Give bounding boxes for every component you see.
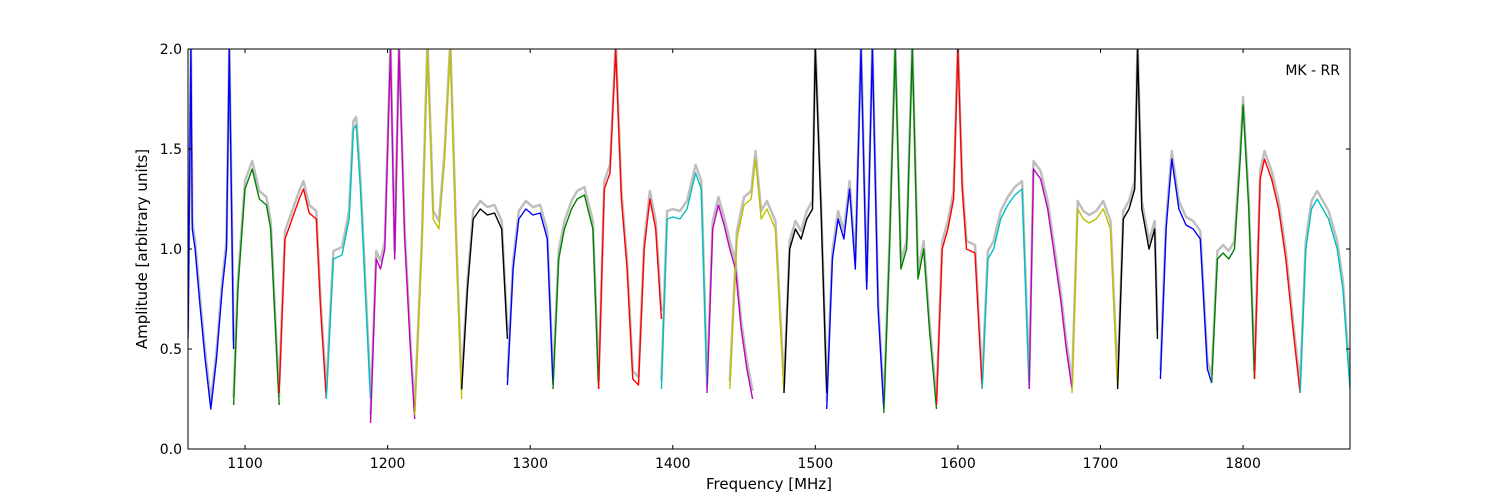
series-line-12 [706,204,754,400]
x-tick-label: 1200 [370,456,406,472]
background-series-line [1253,149,1302,386]
series-line-24 [1253,158,1301,394]
background-series-line [506,199,555,378]
x-tick-label: 1800 [1225,456,1261,472]
series-line-6 [414,49,463,416]
y-tick-label: 2.0 [160,42,182,58]
series-line-19 [1028,168,1073,390]
y-tick-label: 1.5 [160,142,182,158]
x-tick-label: 1100 [227,456,263,472]
series-line-14 [783,49,828,394]
background-series-line [660,163,709,382]
series-line-23 [1211,104,1256,384]
x-tick-label: 1300 [512,456,548,472]
background-series-line [1027,159,1074,382]
y-tick-label: 1.0 [160,242,182,258]
plot-area [188,49,1350,449]
background-series-line [935,49,984,398]
series-line-5 [369,49,416,424]
background-series-line [1116,49,1159,382]
background-series-line [1298,189,1350,386]
series-line-3 [278,188,327,400]
background-series-line [980,179,1031,382]
series-line-22 [1159,158,1213,384]
series-line-20 [1071,208,1119,394]
series-line-8 [506,208,554,386]
y-axis-label: Amplitude [arbitrary units] [133,149,151,349]
series-line-25 [1299,198,1350,394]
y-tick-label: 0.0 [160,442,182,458]
series-line-1 [188,49,235,410]
x-axis-label: Frequency [MHz] [706,475,832,493]
background-series-line [551,185,600,382]
series-line-21 [1116,49,1159,390]
series-line-15 [826,49,885,410]
series-line-18 [981,188,1030,390]
x-tick-label: 1600 [940,456,976,472]
axis-ticks: 1100 1200 1300 1400 1500 1600 1700 1800 0.0 0.5 1.… [160,42,1350,472]
series-line-2 [232,168,280,406]
background-series-line [705,195,754,392]
x-tick-label: 1700 [1083,456,1119,472]
series-group [188,49,1350,424]
background-series-line [1070,199,1119,386]
series-line-11 [660,172,708,390]
series-line-7 [461,208,509,390]
series-line-16 [883,49,938,414]
series-line-9 [552,194,600,390]
series-line-10 [597,49,663,390]
background-series-line [728,149,786,386]
x-tick-label: 1500 [798,456,834,472]
y-tick-label: 0.5 [160,342,182,358]
series-line-13 [729,158,785,394]
x-tick-label: 1400 [655,456,691,472]
series-line-17 [935,49,983,406]
series-line-4 [325,124,372,400]
annotation-label: MK - RR [1285,63,1340,79]
